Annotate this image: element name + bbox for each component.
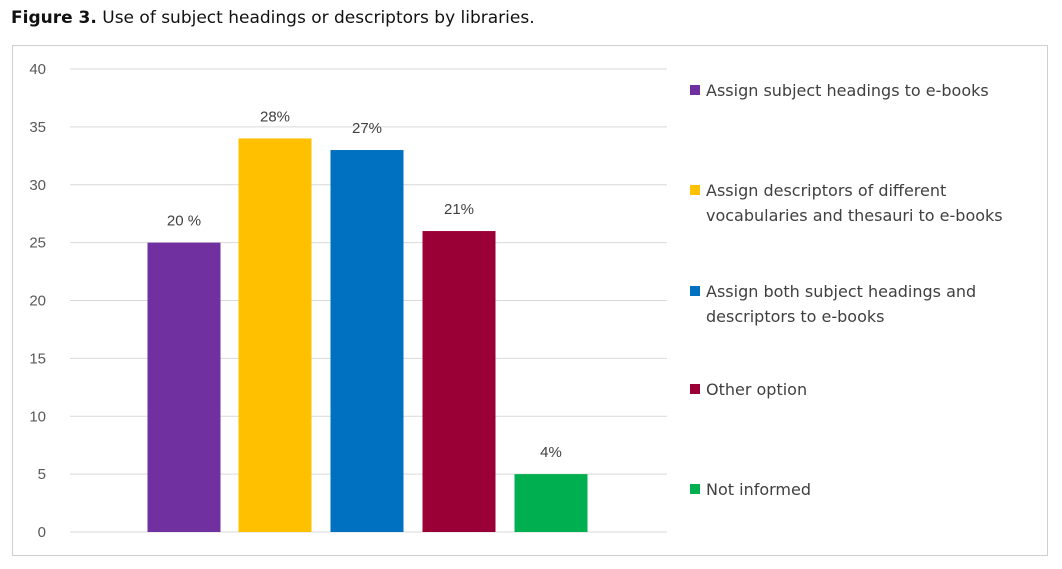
data-label: 21% [444,201,474,218]
legend-label: Not informed [706,480,811,499]
data-label: 20 % [167,213,201,230]
bar [330,150,404,532]
legend-label: Assign descriptors of different [706,181,946,200]
legend-label: descriptors to e-books [706,307,884,326]
legend-swatch [690,484,700,494]
legend-swatch [690,384,700,394]
y-tick-label: 5 [38,466,46,483]
y-tick-label: 35 [29,119,46,136]
bar [147,242,221,532]
bar [422,231,496,533]
legend-swatch [690,85,700,95]
y-tick-label: 15 [29,350,46,367]
bar [238,138,312,532]
legend-label: Other option [706,380,807,399]
data-label: 27% [352,120,382,137]
figure-title: Use of subject headings or descriptors b… [102,8,535,28]
y-tick-label: 10 [29,408,46,425]
chart-frame [12,45,1048,556]
y-tick-label: 25 [29,235,46,252]
legend-swatch [690,185,700,195]
y-tick-label: 30 [29,177,46,194]
legend-label: vocabularies and thesauri to e-books [706,206,1003,225]
figure-label: Figure 3. [11,8,97,28]
legend-swatch [690,286,700,296]
y-tick-label: 0 [38,524,46,541]
figure-caption: Figure 3. Use of subject headings or des… [11,8,535,28]
data-label: 28% [260,108,290,125]
y-tick-label: 20 [29,293,46,310]
legend-label: Assign both subject headings and [706,282,976,301]
bar [514,474,588,532]
y-tick-label: 40 [29,61,46,78]
data-label: 4% [540,444,562,461]
legend-label: Assign subject headings to e-books [706,81,989,100]
